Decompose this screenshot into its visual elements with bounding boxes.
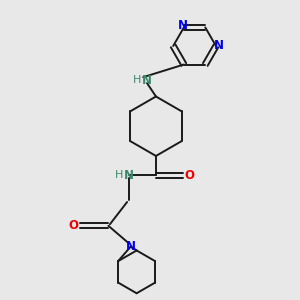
Text: N: N bbox=[126, 240, 136, 253]
Text: H: H bbox=[115, 170, 123, 180]
Text: O: O bbox=[68, 219, 78, 232]
Text: N: N bbox=[142, 74, 152, 87]
Text: H: H bbox=[132, 75, 141, 85]
Text: O: O bbox=[184, 169, 194, 182]
Text: N: N bbox=[124, 169, 134, 182]
Text: N: N bbox=[177, 20, 188, 32]
Text: N: N bbox=[214, 40, 224, 52]
